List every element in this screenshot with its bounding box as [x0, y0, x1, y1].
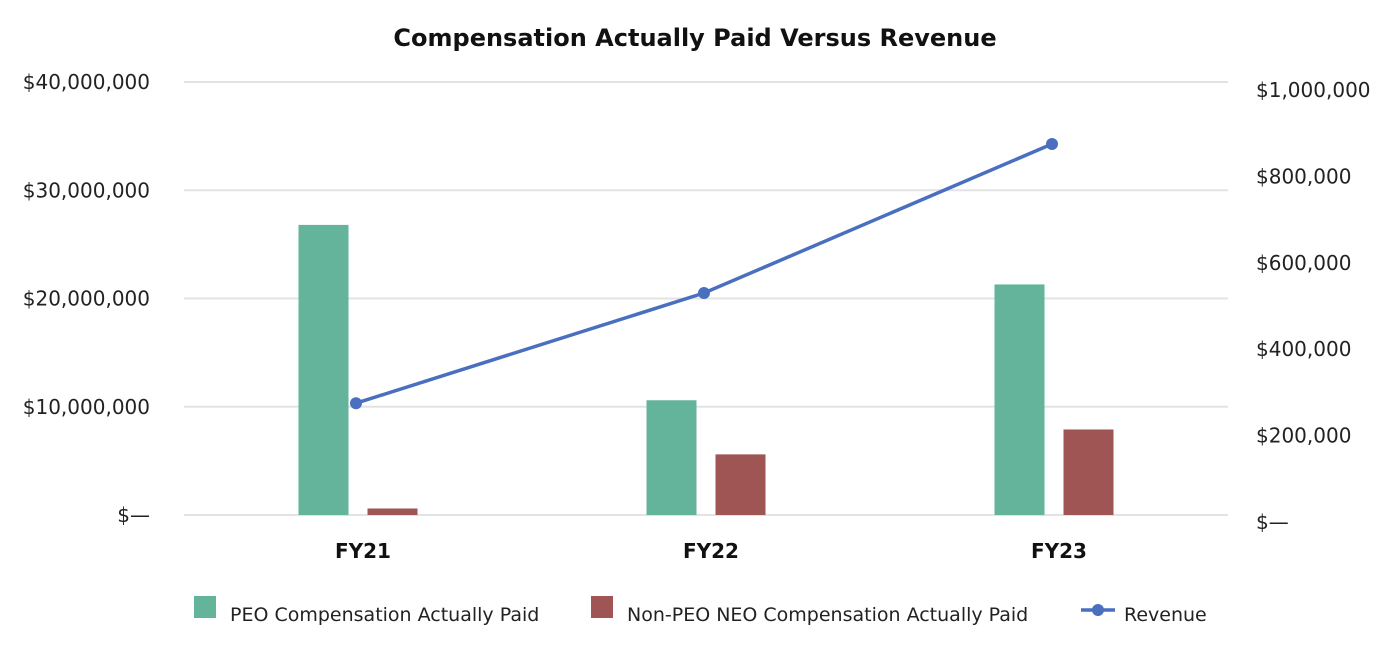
x-tick-label: FY23 — [1031, 539, 1087, 563]
legend-marker — [1092, 604, 1104, 616]
right-y-axis: $— $200,000 $400,000 $600,000 $800,000 $1,000… — [1256, 78, 1371, 534]
revenue-point — [698, 287, 710, 300]
x-tick-label: FY22 — [683, 539, 739, 563]
x-tick-label: FY21 — [335, 539, 391, 563]
right-y-tick-label: $400,000 — [1256, 337, 1351, 361]
legend-swatch — [194, 596, 216, 618]
non-peo-bar — [367, 508, 418, 515]
left-y-tick-label: $40,000,000 — [23, 70, 150, 94]
left-y-tick-label: $20,000,000 — [23, 287, 150, 311]
left-y-tick-label: $30,000,000 — [23, 178, 150, 202]
revenue-line — [355, 142, 1053, 405]
left-y-axis: $— $10,000,000 $20,000,000 $30,000,000 $40,0… — [23, 70, 150, 527]
bars — [298, 224, 1114, 515]
revenue-point — [1046, 138, 1058, 150]
right-y-tick-label: $200,000 — [1256, 424, 1351, 448]
legend: PEO Compensation Actually Paid Non-PEO NE… — [194, 596, 1207, 626]
x-axis: FY21 FY22 FY23 — [335, 539, 1087, 563]
revenue-point — [350, 397, 362, 410]
legend-label: Non-PEO NEO Compensation Actually Paid — [627, 604, 1028, 626]
non-peo-bar — [715, 454, 766, 515]
right-y-tick-label: $600,000 — [1256, 251, 1351, 275]
right-y-tick-label: $1,000,000 — [1256, 78, 1371, 102]
revenue-line-series — [350, 138, 1058, 410]
left-y-tick-label: $10,000,000 — [23, 395, 150, 419]
legend-label: PEO Compensation Actually Paid — [230, 604, 539, 626]
non-peo-bar — [1063, 429, 1114, 515]
peo-bar — [994, 284, 1045, 515]
peo-bar — [646, 400, 697, 515]
legend-label: Revenue — [1124, 604, 1207, 626]
legend-swatch — [591, 596, 613, 618]
peo-bar — [298, 224, 349, 515]
right-y-tick-label: $800,000 — [1256, 164, 1351, 188]
left-y-tick-label: $— — [117, 503, 150, 527]
chart-title: Compensation Actually Paid Versus Revenu… — [393, 24, 996, 52]
right-y-tick-label: $— — [1256, 510, 1289, 534]
